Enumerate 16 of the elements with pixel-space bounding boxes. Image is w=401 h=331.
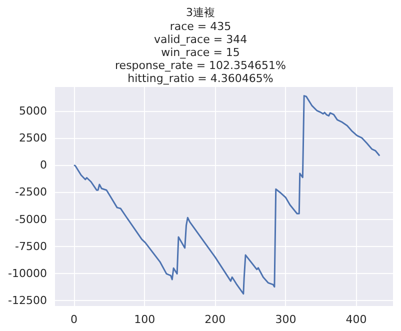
x-tick-label: 0 — [70, 313, 78, 326]
x-tick-label: 300 — [275, 313, 296, 326]
chart-title: 3連複 — [186, 6, 215, 19]
y-tick-label: -10000 — [8, 266, 47, 280]
x-tick-label: 200 — [204, 313, 226, 326]
chart-subtitle: race = 435 valid_race = 344 win_race = 15 response_rate = 102.354651% hitting_ratio = 4.360465% — [115, 20, 286, 85]
x-tick-label: 400 — [346, 313, 367, 326]
y-tick-label: 5000 — [19, 104, 47, 118]
y-tick-label: 2500 — [19, 131, 47, 144]
y-tick-label: 0 — [40, 158, 47, 172]
y-tick-label: -5000 — [15, 212, 47, 226]
line-series — [73, 95, 380, 295]
x-tick-label: 100 — [134, 313, 156, 326]
y-tick-label: -12500 — [8, 294, 47, 308]
y-tick-label: -7500 — [15, 240, 47, 253]
y-tick-label: -2500 — [15, 186, 47, 199]
